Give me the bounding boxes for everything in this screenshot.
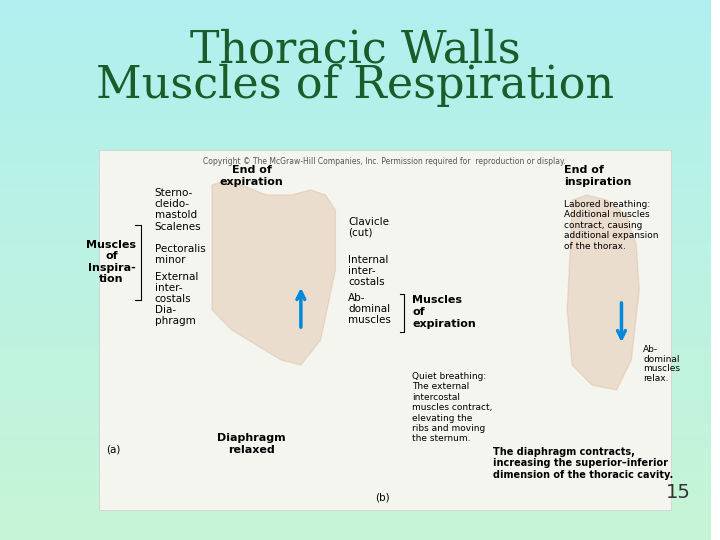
Text: Muscles of Respiration: Muscles of Respiration	[96, 63, 614, 106]
Text: (a): (a)	[107, 445, 121, 455]
Text: Clavicle
(cut): Clavicle (cut)	[348, 217, 390, 238]
Text: End of
inspiration: End of inspiration	[564, 165, 631, 187]
Text: Diaphragm
relaxed: Diaphragm relaxed	[217, 434, 286, 455]
Text: Labored breathing:
Additional muscles
contract, causing
additional expansion
of : Labored breathing: Additional muscles co…	[564, 200, 659, 251]
Text: The diaphragm contracts,
increasing the superior–inferior
dimension of the thora: The diaphragm contracts, increasing the …	[493, 447, 673, 480]
Text: Thoracic Walls: Thoracic Walls	[190, 29, 521, 72]
Text: Ab-
dominal
muscles: Ab- dominal muscles	[348, 293, 391, 325]
Text: External
inter-
costals: External inter- costals	[155, 272, 198, 303]
Text: (b): (b)	[375, 492, 390, 502]
Text: 15: 15	[666, 483, 690, 502]
Polygon shape	[212, 180, 336, 365]
Text: Scalenes: Scalenes	[155, 222, 202, 232]
Text: Internal
inter-
costals: Internal inter- costals	[348, 255, 389, 287]
Text: Muscles
of
Inspira-
tion: Muscles of Inspira- tion	[86, 240, 137, 285]
Text: Pectoralis
minor: Pectoralis minor	[155, 244, 206, 265]
Text: End of
expiration: End of expiration	[220, 165, 284, 187]
Text: Dia-
phragm: Dia- phragm	[155, 305, 196, 326]
Polygon shape	[567, 195, 639, 390]
Text: Copyright © The McGraw-Hill Companies, Inc. Permission required for  reproductio: Copyright © The McGraw-Hill Companies, I…	[203, 157, 566, 166]
Text: Muscles
of
expiration: Muscles of expiration	[413, 295, 476, 329]
Text: Ab-
dominal
muscles
relax.: Ab- dominal muscles relax.	[643, 345, 680, 383]
Bar	[99, 150, 671, 510]
Text: Quiet breathing:
The external
intercostal
muscles contract,
elevating the
ribs a: Quiet breathing: The external intercosta…	[413, 372, 492, 443]
Text: Sterno-
cleido-
mastold: Sterno- cleido- mastold	[155, 188, 197, 220]
